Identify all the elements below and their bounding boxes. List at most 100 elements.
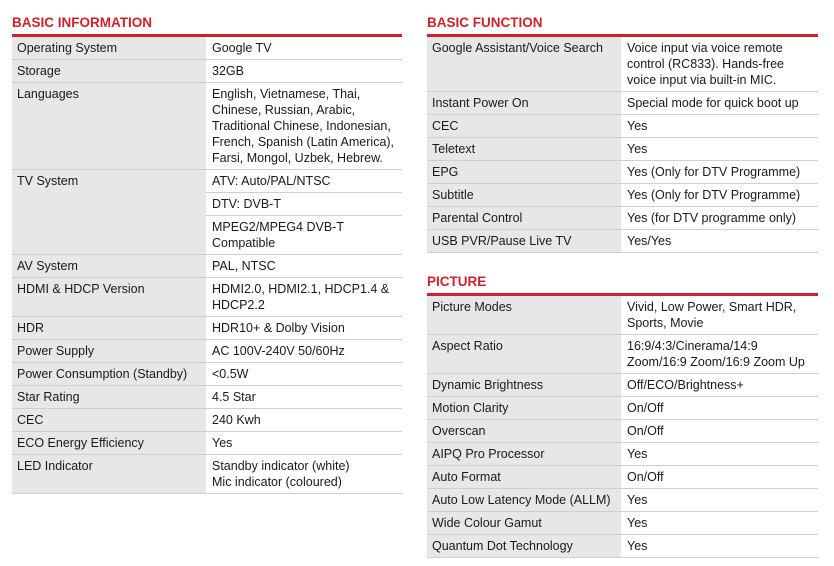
spec-row: ECO Energy Efficiency Yes: [12, 432, 402, 455]
spec-value: Off/ECO/Brightness+: [621, 374, 818, 396]
spec-value: <0.5W: [206, 363, 402, 385]
value-line: PAL, NTSC: [212, 259, 276, 273]
spec-value: DTV: DVB-T: [206, 192, 402, 215]
spec-values: Google TV: [206, 37, 402, 59]
spec-row: Subtitle Yes (Only for DTV Programme): [427, 184, 818, 207]
spec-label: Operating System: [12, 37, 206, 59]
spec-values: Yes: [621, 443, 818, 465]
value-line: Yes: [627, 539, 648, 553]
spec-label: Wide Colour Gamut: [427, 512, 621, 534]
spec-values: Off/ECO/Brightness+: [621, 374, 818, 396]
spec-value: PAL, NTSC: [206, 255, 402, 277]
value-line: French, Spanish (Latin America),: [212, 135, 395, 149]
spec-label: Power Consumption (Standby): [12, 363, 206, 385]
spec-label: Dynamic Brightness: [427, 374, 621, 396]
spec-row: Teletext Yes: [427, 138, 818, 161]
spec-value: Yes: [206, 432, 402, 454]
spec-row: Power Supply AC 100V-240V 50/60Hz: [12, 340, 402, 363]
spec-value: 16:9/4:3/Cinerama/14:9 Zoom/16:9 Zoom/16:…: [621, 335, 818, 373]
value-line: Special mode for quick boot up: [627, 96, 799, 110]
spec-label: AIPQ Pro Processor: [427, 443, 621, 465]
value-line: HDMI2.0, HDMI2.1, HDCP1.4 &: [212, 282, 390, 296]
spec-values: Voice input via voice remote control (RC8…: [621, 37, 818, 91]
value-line: 32GB: [212, 64, 244, 78]
spec-row: TV System ATV: Auto/PAL/NTSC DTV: DVB-T MPE…: [12, 170, 402, 255]
spec-value: Special mode for quick boot up: [621, 92, 818, 114]
spec-label: Overscan: [427, 420, 621, 442]
spec-values: Yes: [206, 432, 402, 454]
spec-row: Dynamic Brightness Off/ECO/Brightness+: [427, 374, 818, 397]
spec-values: On/Off: [621, 420, 818, 442]
spec-values: 16:9/4:3/Cinerama/14:9 Zoom/16:9 Zoom/16:…: [621, 335, 818, 373]
spec-value: MPEG2/MPEG4 DVB-T Compatible: [206, 215, 402, 254]
value-line: Yes: [212, 436, 233, 450]
value-line: Voice input via voice remote: [627, 41, 783, 55]
spec-row: Auto Low Latency Mode (ALLM) Yes: [427, 489, 818, 512]
value-line: Yes (Only for DTV Programme): [627, 188, 801, 202]
spec-value: Vivid, Low Power, Smart HDR, Sports, Movi…: [621, 296, 818, 334]
value-line: Yes: [627, 142, 648, 156]
spec-row: Instant Power On Special mode for quick b…: [427, 92, 818, 115]
spec-value: On/Off: [621, 397, 818, 419]
spec-row: Operating System Google TV: [12, 37, 402, 60]
spec-label: HDMI & HDCP Version: [12, 278, 206, 316]
spec-value: Yes: [621, 115, 818, 137]
spec-values: Yes: [621, 512, 818, 534]
spec-value: Yes: [621, 138, 818, 160]
spec-value: Yes (Only for DTV Programme): [621, 184, 818, 206]
value-line: Yes: [627, 516, 648, 530]
spec-row: HDR HDR10+ & Dolby Vision: [12, 317, 402, 340]
spec-label: Quantum Dot Technology: [427, 535, 621, 557]
spec-values: 32GB: [206, 60, 402, 82]
spec-values: HDR10+ & Dolby Vision: [206, 317, 402, 339]
value-line: Farsi, Mongol, Uzbek, Hebrew.: [212, 151, 383, 165]
spec-values: Yes: [621, 489, 818, 511]
spec-values: Yes (for DTV programme only): [621, 207, 818, 229]
value-line: Yes: [627, 119, 648, 133]
value-line: Yes (Only for DTV Programme): [627, 165, 801, 179]
column: BASIC FUNCTION Google Assistant/Voice Sea…: [427, 14, 818, 558]
spec-values: On/Off: [621, 397, 818, 419]
value-line: Mic indicator (coloured): [212, 475, 342, 489]
value-line: 240 Kwh: [212, 413, 261, 427]
spec-label: CEC: [427, 115, 621, 137]
spec-label: Star Rating: [12, 386, 206, 408]
spec-label: Storage: [12, 60, 206, 82]
spec-label: Auto Format: [427, 466, 621, 488]
value-line: HDCP2.2: [212, 298, 265, 312]
spec-value: Google TV: [206, 37, 402, 59]
value-line: Yes: [627, 447, 648, 461]
spec-value: ATV: Auto/PAL/NTSC: [206, 170, 402, 192]
spec-values: Vivid, Low Power, Smart HDR, Sports, Movi…: [621, 296, 818, 334]
spec-value: 32GB: [206, 60, 402, 82]
spec-label: HDR: [12, 317, 206, 339]
value-line: Yes/Yes: [627, 234, 672, 248]
spec-label: Parental Control: [427, 207, 621, 229]
spec-value: 240 Kwh: [206, 409, 402, 431]
spec-row: HDMI & HDCP Version HDMI2.0, HDMI2.1, HDC…: [12, 278, 402, 317]
value-line: HDR10+ & Dolby Vision: [212, 321, 345, 335]
spec-label: AV System: [12, 255, 206, 277]
spec-label: Picture Modes: [427, 296, 621, 334]
spec-row: Power Consumption (Standby) <0.5W: [12, 363, 402, 386]
spec-label: Instant Power On: [427, 92, 621, 114]
spec-row: Storage 32GB: [12, 60, 402, 83]
spec-label: Languages: [12, 83, 206, 169]
spec-values: On/Off: [621, 466, 818, 488]
spec-value: Yes (for DTV programme only): [621, 207, 818, 229]
spec-value: Voice input via voice remote control (RC8…: [621, 37, 818, 91]
value-line: DTV: DVB-T: [212, 197, 281, 211]
spec-label: Aspect Ratio: [427, 335, 621, 373]
section-title: BASIC FUNCTION: [427, 14, 818, 37]
value-line: On/Off: [627, 470, 664, 484]
spec-values: Yes: [621, 115, 818, 137]
spec-values: 240 Kwh: [206, 409, 402, 431]
value-line: Off/ECO/Brightness+: [627, 378, 744, 392]
value-line: Standby indicator (white): [212, 459, 350, 473]
spec-value: Yes (Only for DTV Programme): [621, 161, 818, 183]
value-line: Traditional Chinese, Indonesian,: [212, 119, 391, 133]
spec-values: <0.5W: [206, 363, 402, 385]
column: BASIC INFORMATION Operating System Google …: [12, 14, 402, 494]
spec-value: Yes: [621, 489, 818, 511]
